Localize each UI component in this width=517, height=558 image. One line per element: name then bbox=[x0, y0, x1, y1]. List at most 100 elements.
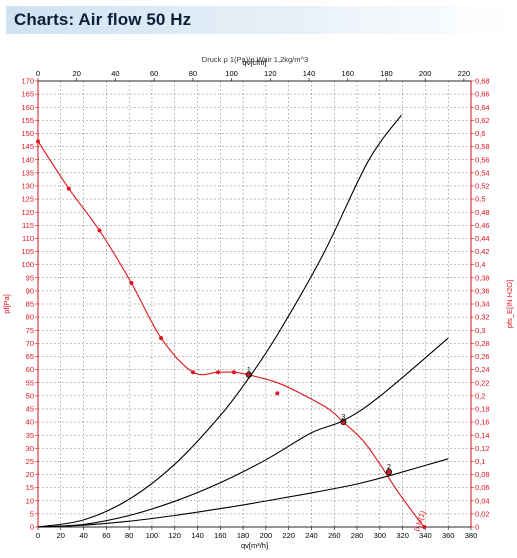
x-top-tick-label: 200 bbox=[419, 69, 432, 78]
y-right-tick-label: 0,34 bbox=[475, 300, 490, 309]
y-right-tick-label: 0,58 bbox=[475, 142, 490, 151]
operating-point-label: 3 bbox=[341, 412, 345, 421]
y-tick-label: 165 bbox=[21, 90, 34, 99]
y-right-tick-label: 0,44 bbox=[475, 234, 490, 243]
x-tick-label: 260 bbox=[328, 531, 341, 540]
x-tick-label: 240 bbox=[305, 531, 318, 540]
y-right-tick-label: 0,2 bbox=[475, 391, 485, 400]
x-top-tick-label: 180 bbox=[380, 69, 393, 78]
x-tick-label: 60 bbox=[102, 531, 110, 540]
x-tick-label: 380 bbox=[465, 531, 478, 540]
y-right-tick-label: 0,16 bbox=[475, 418, 490, 427]
y-tick-label: 145 bbox=[21, 142, 34, 151]
fan-curve-point bbox=[231, 370, 236, 375]
y-tick-label: 140 bbox=[21, 155, 34, 164]
fan-curve-point bbox=[129, 281, 134, 286]
x-tick-label: 340 bbox=[419, 531, 432, 540]
y-right-tick-label: 0,62 bbox=[475, 116, 490, 125]
y-tick-label: 35 bbox=[26, 431, 34, 440]
y-tick-label: 105 bbox=[21, 247, 34, 256]
y-right-tick-label: 0,22 bbox=[475, 378, 490, 387]
x-tick-label: 40 bbox=[79, 531, 87, 540]
x-axis-label: qv[m³/h] bbox=[241, 541, 268, 550]
y-right-tick-label: 0,26 bbox=[475, 352, 490, 361]
y-tick-label: 10 bbox=[26, 496, 34, 505]
y-tick-label: 100 bbox=[21, 260, 34, 269]
y-right-tick-label: 0,32 bbox=[475, 313, 490, 322]
chart-header: Charts: Air flow 50 Hz bbox=[6, 6, 511, 34]
x-top-tick-label: 220 bbox=[458, 69, 471, 78]
y-right-tick-label: 0,42 bbox=[475, 247, 490, 256]
x-top-tick-label: 0 bbox=[36, 69, 40, 78]
x-top-tick-label: 60 bbox=[150, 69, 158, 78]
x-tick-label: 100 bbox=[146, 531, 159, 540]
operating-point-label: 2 bbox=[387, 462, 391, 471]
y-right-tick-label: 0,52 bbox=[475, 182, 490, 191]
x-tick-label: 180 bbox=[237, 531, 250, 540]
fan-curve-point bbox=[190, 370, 195, 375]
y-tick-label: 80 bbox=[26, 313, 34, 322]
y-tick-label: 55 bbox=[26, 378, 34, 387]
y-tick-label: 5 bbox=[30, 509, 34, 518]
y-right-tick-label: 0,06 bbox=[475, 483, 490, 492]
x-tick-label: 320 bbox=[396, 531, 409, 540]
x-top-axis-label: qv[cfm] bbox=[242, 58, 266, 67]
x-tick-label: 200 bbox=[260, 531, 273, 540]
y-tick-label: 120 bbox=[21, 208, 34, 217]
y-right-tick-label: 0,54 bbox=[475, 168, 490, 177]
operating-point-marker bbox=[340, 419, 347, 426]
y-tick-label: 130 bbox=[21, 182, 34, 191]
y-right-tick-label: 0,28 bbox=[475, 339, 490, 348]
y-right-tick-label: 0,18 bbox=[475, 405, 490, 414]
x-tick-label: 360 bbox=[442, 531, 455, 540]
y-right-tick-label: 0,04 bbox=[475, 496, 490, 505]
y-axis-label: pf[Pa] bbox=[2, 294, 11, 314]
y-right-tick-label: 0,56 bbox=[475, 155, 490, 164]
y-tick-label: 90 bbox=[26, 286, 34, 295]
x-top-tick-label: 80 bbox=[189, 69, 197, 78]
x-tick-label: 120 bbox=[168, 531, 181, 540]
fan-curve-point bbox=[216, 370, 221, 375]
y-tick-label: 125 bbox=[21, 195, 34, 204]
x-top-tick-label: 40 bbox=[111, 69, 119, 78]
fan-curve-point bbox=[159, 336, 164, 341]
y-tick-label: 25 bbox=[26, 457, 34, 466]
y-tick-label: 20 bbox=[26, 470, 34, 479]
y-right-tick-label: 0,66 bbox=[475, 90, 490, 99]
y-tick-label: 155 bbox=[21, 116, 34, 125]
system-curve-line bbox=[37, 458, 449, 528]
y-right-tick-label: 0,5 bbox=[475, 195, 485, 204]
x-top-tick-label: 140 bbox=[303, 69, 316, 78]
y-tick-label: 110 bbox=[22, 234, 34, 243]
y-right-tick-label: 0,38 bbox=[475, 273, 490, 282]
y-right-tick-label: 0,64 bbox=[475, 103, 490, 112]
y-tick-label: 15 bbox=[26, 483, 34, 492]
y-tick-label: 85 bbox=[26, 300, 34, 309]
operating-point-marker bbox=[385, 468, 393, 475]
x-tick-label: 140 bbox=[191, 531, 204, 540]
system-curve-line bbox=[37, 337, 449, 528]
system-curve-line bbox=[37, 114, 402, 528]
y-tick-label: 135 bbox=[21, 168, 34, 177]
y-right-tick-label: 0,68 bbox=[475, 77, 490, 86]
y-right-tick-label: 0,1 bbox=[475, 457, 485, 466]
x-top-tick-label: 160 bbox=[341, 69, 354, 78]
y-tick-label: 45 bbox=[26, 405, 34, 414]
y-right-tick-label: 0,24 bbox=[475, 365, 490, 374]
operating-point-marker bbox=[245, 371, 252, 378]
y-right-tick-label: 0,4 bbox=[475, 260, 485, 269]
y-tick-label: 30 bbox=[26, 444, 34, 453]
fan-curve-point bbox=[275, 391, 280, 396]
fan-curve-point bbox=[66, 186, 71, 191]
x-tick-label: 220 bbox=[282, 531, 295, 540]
fan-curve-line bbox=[37, 141, 425, 528]
y-right-tick-label: 0,08 bbox=[475, 470, 490, 479]
fan-curve-point bbox=[36, 139, 40, 144]
y-right-tick-label: 0,3 bbox=[475, 326, 485, 335]
y-right-tick-label: 0,02 bbox=[475, 509, 490, 518]
y-tick-label: 65 bbox=[26, 352, 34, 361]
y-right-tick-label: 0,6 bbox=[475, 129, 485, 138]
x-tick-label: 300 bbox=[374, 531, 387, 540]
x-top-tick-label: 20 bbox=[73, 69, 81, 78]
x-tick-label: 280 bbox=[351, 531, 364, 540]
